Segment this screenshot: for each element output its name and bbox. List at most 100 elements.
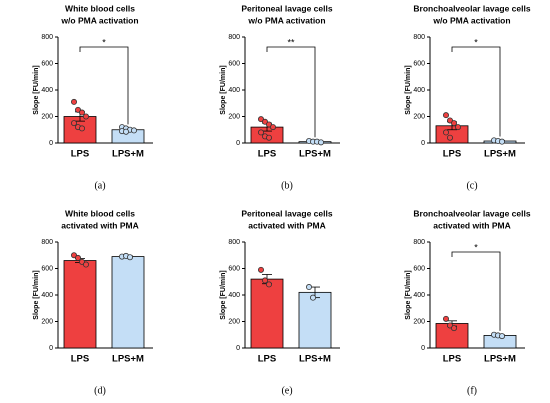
x-tick-label: LPS+M <box>112 354 144 365</box>
significance-label: * <box>474 242 478 252</box>
data-point <box>261 277 268 284</box>
data-point <box>83 113 90 120</box>
y-tick-label: 0 <box>236 345 240 352</box>
y-tick-label: 600 <box>228 60 240 67</box>
y-tick-label: 200 <box>413 318 425 325</box>
data-point <box>269 124 276 131</box>
y-axis-label: Slope [FU/min] <box>33 65 40 114</box>
y-tick-label: 800 <box>228 239 240 246</box>
y-tick-label: 0 <box>421 140 425 147</box>
panel-label: (a) <box>94 180 105 191</box>
y-tick-label: 0 <box>236 140 240 147</box>
data-point <box>83 261 90 268</box>
panel-label: (f) <box>467 385 477 396</box>
x-tick-label: LPS+M <box>299 354 331 365</box>
y-tick-label: 400 <box>228 87 240 94</box>
bar <box>298 291 332 349</box>
y-tick-label: 400 <box>413 87 425 94</box>
data-point <box>309 294 316 301</box>
significance-bracket <box>451 251 501 331</box>
x-tick-label: LPS+M <box>112 149 144 160</box>
data-point <box>127 254 134 261</box>
data-point <box>442 112 449 119</box>
data-point <box>450 325 457 332</box>
x-tick-label: LPS <box>258 354 276 365</box>
data-point <box>498 138 505 145</box>
y-tick-label: 0 <box>421 345 425 352</box>
x-tick-label: LPS <box>443 149 461 160</box>
panel-title: Peritoneal lavage cells <box>241 3 332 13</box>
y-tick-label: 200 <box>41 318 53 325</box>
significance-label: * <box>474 37 478 47</box>
data-point <box>123 128 130 135</box>
panel-title: Peritoneal lavage cells <box>241 208 332 218</box>
y-tick-label: 800 <box>41 34 53 41</box>
panel-label: (d) <box>94 385 106 396</box>
data-point <box>317 139 324 146</box>
y-tick-label: 800 <box>41 239 53 246</box>
y-tick-label: 200 <box>413 113 425 120</box>
y-tick-label: 400 <box>228 292 240 299</box>
data-point <box>79 109 86 116</box>
bar <box>111 256 145 349</box>
panel-title: w/o PMA activation <box>432 15 510 25</box>
panel-title: w/o PMA activation <box>60 15 138 25</box>
y-tick-label: 200 <box>41 113 53 120</box>
x-tick-label: LPS <box>443 354 461 365</box>
data-point <box>257 129 264 136</box>
y-tick-label: 400 <box>41 87 53 94</box>
panel-title: White blood cells <box>65 208 135 218</box>
data-point <box>498 333 505 340</box>
panel-label: (e) <box>281 385 292 396</box>
y-tick-label: 800 <box>413 34 425 41</box>
panel-label: (b) <box>281 180 293 191</box>
y-tick-label: 0 <box>49 140 53 147</box>
y-tick-label: 200 <box>228 113 240 120</box>
data-point <box>442 315 449 322</box>
y-axis-label: Slope [FU/min] <box>405 270 412 319</box>
y-tick-label: 200 <box>228 318 240 325</box>
x-tick-label: LPS+M <box>484 149 516 160</box>
y-tick-label: 400 <box>413 292 425 299</box>
panel-label: (c) <box>466 180 477 191</box>
bar <box>250 278 284 349</box>
x-tick-label: LPS <box>258 149 276 160</box>
y-axis-label: Slope [FU/min] <box>220 65 227 114</box>
y-tick-label: 800 <box>228 34 240 41</box>
x-tick-label: LPS+M <box>484 354 516 365</box>
data-point <box>265 281 272 288</box>
y-tick-label: 400 <box>41 292 53 299</box>
y-axis-label: Slope [FU/min] <box>405 65 412 114</box>
data-point <box>305 284 312 291</box>
data-point <box>130 127 137 134</box>
panel-title: Bronchoalveolar lavage cells <box>413 3 530 13</box>
bar <box>63 260 97 349</box>
data-point <box>265 134 272 141</box>
significance-label: * <box>102 37 106 47</box>
data-point <box>71 120 78 127</box>
data-point <box>450 120 457 127</box>
x-tick-label: LPS <box>71 149 89 160</box>
data-point <box>79 125 86 132</box>
panel-title: activated with PMA <box>433 220 510 230</box>
data-point <box>71 98 78 105</box>
y-tick-label: 600 <box>41 60 53 67</box>
data-point <box>75 254 82 261</box>
panel-title: activated with PMA <box>61 220 138 230</box>
data-point <box>446 134 453 141</box>
y-tick-label: 600 <box>228 265 240 272</box>
y-tick-label: 800 <box>413 239 425 246</box>
data-point <box>454 124 461 131</box>
y-tick-label: 600 <box>41 265 53 272</box>
panel-title: Bronchoalveolar lavage cells <box>413 208 530 218</box>
x-tick-label: LPS <box>71 354 89 365</box>
y-axis-label: Slope [FU/min] <box>33 270 40 319</box>
significance-bracket <box>266 46 316 138</box>
significance-label: ** <box>287 37 295 47</box>
y-axis-label: Slope [FU/min] <box>220 270 227 319</box>
significance-bracket <box>79 46 129 125</box>
panel-title: White blood cells <box>65 3 135 13</box>
panel-title: activated with PMA <box>248 220 325 230</box>
significance-bracket <box>451 46 501 137</box>
